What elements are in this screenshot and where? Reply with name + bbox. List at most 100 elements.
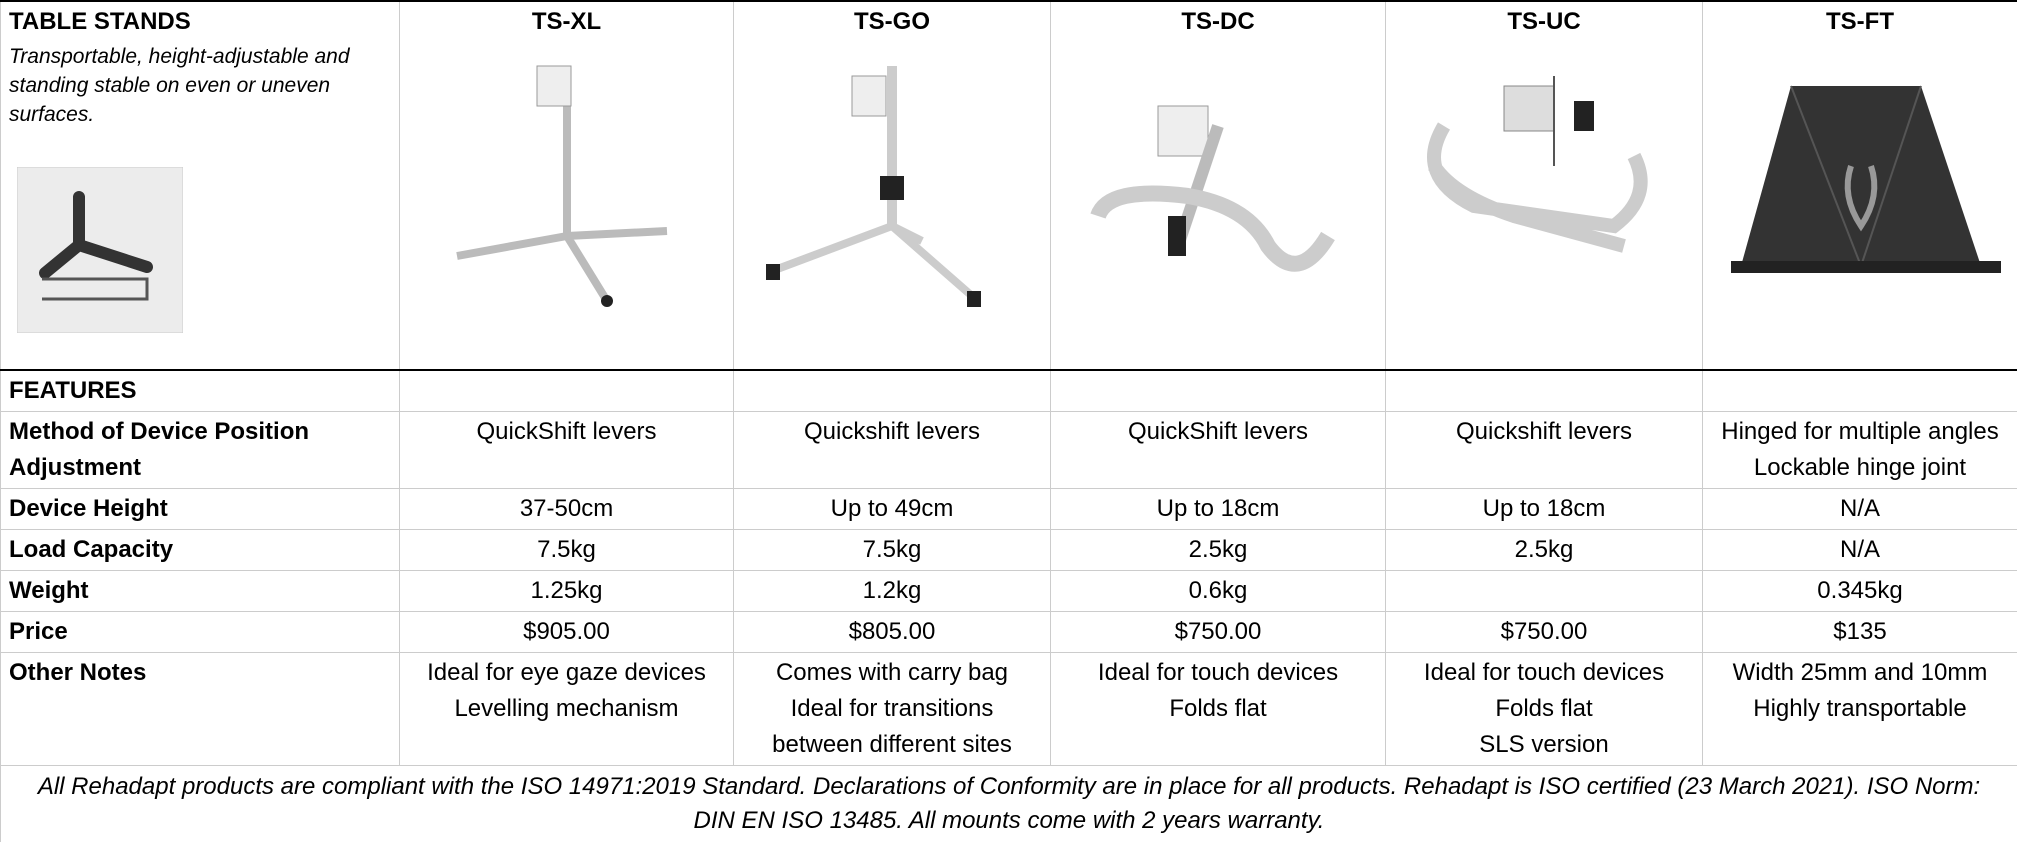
cell-line: QuickShift levers xyxy=(408,414,725,450)
cell-line: Quickshift levers xyxy=(1394,414,1694,450)
row-label: Other Notes xyxy=(1,653,400,766)
cell-line: QuickShift levers xyxy=(1059,414,1377,450)
empty-cell xyxy=(1051,370,1386,412)
value-cell: 2.5kg xyxy=(1051,530,1386,571)
value-cell: $905.00 xyxy=(400,612,734,653)
cell-line: $135 xyxy=(1711,614,2009,650)
value-cell: Quickshift levers xyxy=(1386,412,1703,489)
product-cell: TS-FT xyxy=(1703,1,2017,370)
cell-line: Hinged for multiple angles xyxy=(1711,414,2009,450)
cell-line: Lockable hinge joint xyxy=(1711,450,2009,486)
table-subtitle: Transportable, height-adjustable and sta… xyxy=(9,42,391,129)
value-cell: 1.25kg xyxy=(400,571,734,612)
value-cell: N/A xyxy=(1703,530,2017,571)
footer-row: All Rehadapt products are compliant with… xyxy=(1,766,2017,843)
cell-line: $750.00 xyxy=(1059,614,1377,650)
value-cell: $805.00 xyxy=(734,612,1051,653)
value-cell: N/A xyxy=(1703,489,2017,530)
features-row: FEATURES xyxy=(1,370,2017,412)
product-image xyxy=(1068,46,1368,316)
features-label: FEATURES xyxy=(1,370,400,412)
value-cell: 37-50cm xyxy=(400,489,734,530)
product-name: TS-FT xyxy=(1711,4,2009,40)
product-cell: TS-GO xyxy=(734,1,1051,370)
empty-cell xyxy=(1703,370,2017,412)
value-cell: 0.345kg xyxy=(1703,571,2017,612)
cell-line: Folds flat xyxy=(1394,691,1694,727)
cell-line: N/A xyxy=(1711,532,2009,568)
cell-line: 7.5kg xyxy=(408,532,725,568)
product-cell: TS-XL xyxy=(400,1,734,370)
product-cell: TS-UC xyxy=(1386,1,1703,370)
value-cell: $750.00 xyxy=(1386,612,1703,653)
value-cell: $135 xyxy=(1703,612,2017,653)
cell-line: Up to 49cm xyxy=(742,491,1042,527)
value-cell: QuickShift levers xyxy=(1051,412,1386,489)
value-cell: 1.2kg xyxy=(734,571,1051,612)
product-image xyxy=(417,46,717,316)
cell-line: Quickshift levers xyxy=(742,414,1042,450)
row-label: Device Height xyxy=(1,489,400,530)
product-cell: TS-DC xyxy=(1051,1,1386,370)
value-cell: Up to 49cm xyxy=(734,489,1051,530)
cell-line: 0.6kg xyxy=(1059,573,1377,609)
product-name: TS-DC xyxy=(1059,4,1377,40)
cell-line: $905.00 xyxy=(408,614,725,650)
cell-line: Comes with carry bag xyxy=(742,655,1042,691)
cell-line: Ideal for eye gaze devices xyxy=(408,655,725,691)
cell-line: SLS version xyxy=(1394,727,1694,763)
table-title: TABLE STANDS xyxy=(9,4,391,40)
value-cell: Up to 18cm xyxy=(1051,489,1386,530)
cell-line: Up to 18cm xyxy=(1059,491,1377,527)
cell-line: Ideal for transitions between different … xyxy=(742,691,1042,763)
cell-line: Levelling mechanism xyxy=(408,691,725,727)
cell-line: 37-50cm xyxy=(408,491,725,527)
cell-line: 2.5kg xyxy=(1394,532,1694,568)
value-cell: 7.5kg xyxy=(400,530,734,571)
row-label: Load Capacity xyxy=(1,530,400,571)
value-cell: 2.5kg xyxy=(1386,530,1703,571)
cell-line: 2.5kg xyxy=(1059,532,1377,568)
empty-cell xyxy=(400,370,734,412)
stand-icon xyxy=(17,167,183,333)
product-image xyxy=(742,46,1042,316)
value-cell: Up to 18cm xyxy=(1386,489,1703,530)
empty-cell xyxy=(734,370,1051,412)
cell-line: Folds flat xyxy=(1059,691,1377,727)
product-name: TS-XL xyxy=(408,4,725,40)
cell-line: 7.5kg xyxy=(742,532,1042,568)
cell-line: Ideal for touch devices xyxy=(1394,655,1694,691)
feature-row: Price$905.00 $805.00 $750.00 $750.00 $135 xyxy=(1,612,2017,653)
row-label: Weight xyxy=(1,571,400,612)
cell-line: Width 25mm and 10mm xyxy=(1711,655,2009,691)
cell-line: $805.00 xyxy=(742,614,1042,650)
product-name: TS-UC xyxy=(1394,4,1694,40)
cell-line: Highly transportable xyxy=(1711,691,2009,727)
cell-line: Ideal for touch devices xyxy=(1059,655,1377,691)
cell-line: 0.345kg xyxy=(1711,573,2009,609)
value-cell: $750.00 xyxy=(1051,612,1386,653)
footer-note: All Rehadapt products are compliant with… xyxy=(1,766,2017,843)
cell-line: Up to 18cm xyxy=(1394,491,1694,527)
value-cell: 0.6kg xyxy=(1051,571,1386,612)
row-label: Method of Device Position Adjustment xyxy=(1,412,400,489)
value-cell: 7.5kg xyxy=(734,530,1051,571)
header-row: TABLE STANDS Transportable, height-adjus… xyxy=(1,1,2017,370)
page: {"header": {"title": "TABLE STANDS", "su… xyxy=(0,0,2017,843)
product-image xyxy=(1711,46,2011,316)
cell-line: $750.00 xyxy=(1394,614,1694,650)
row-label: Price xyxy=(1,612,400,653)
cell-line: 1.2kg xyxy=(742,573,1042,609)
empty-cell xyxy=(1386,370,1703,412)
value-cell: Quickshift levers xyxy=(734,412,1051,489)
